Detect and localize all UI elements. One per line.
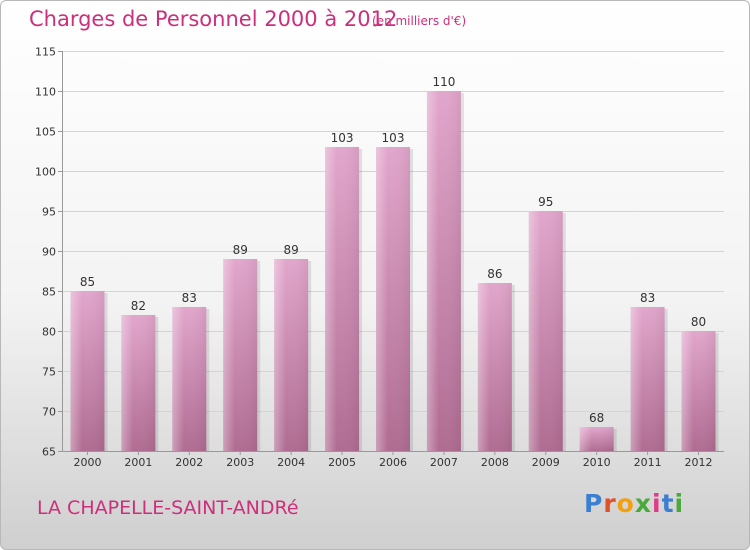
data-label: 82 bbox=[131, 299, 146, 313]
data-label: 68 bbox=[589, 411, 604, 425]
data-label: 89 bbox=[233, 243, 248, 257]
logo-letter: x bbox=[634, 489, 652, 518]
x-tick-label: 2007 bbox=[430, 456, 458, 469]
logo-letter: r bbox=[603, 489, 617, 518]
bar-highlight bbox=[426, 91, 461, 451]
axes: 65 70 75 80 85 90 95 100 105 110 115 2000 2001 2002 20… bbox=[35, 46, 724, 469]
proxiti-logo[interactable]: Proxiti bbox=[584, 489, 684, 518]
x-tick-label: 2010 bbox=[583, 456, 611, 469]
x-tick-label: 2009 bbox=[532, 456, 560, 469]
y-tick-label: 105 bbox=[35, 126, 56, 139]
data-labels: 85 82 83 89 89 103 103 110 86 95 68 83 80 bbox=[80, 75, 706, 425]
data-label: 83 bbox=[640, 291, 655, 305]
x-tick-label: 2005 bbox=[328, 456, 356, 469]
y-tick-label: 115 bbox=[35, 46, 56, 59]
data-label: 80 bbox=[691, 315, 706, 329]
data-label: 85 bbox=[80, 275, 95, 289]
y-tick-label: 65 bbox=[42, 446, 56, 459]
data-label: 95 bbox=[538, 195, 553, 209]
y-tick-label: 75 bbox=[42, 366, 56, 379]
bar-highlight bbox=[172, 307, 207, 451]
bar-highlight bbox=[681, 331, 716, 451]
chart-subtitle: (en milliers d'€) bbox=[372, 14, 467, 28]
y-tick-label: 90 bbox=[42, 246, 56, 259]
bar-highlight bbox=[121, 315, 156, 451]
data-label: 110 bbox=[432, 75, 455, 89]
x-tick-label: 2001 bbox=[124, 456, 152, 469]
bar-highlight bbox=[274, 259, 309, 451]
logo-letter: i bbox=[652, 489, 662, 518]
bars bbox=[70, 91, 719, 451]
x-tick-label: 2002 bbox=[175, 456, 203, 469]
logo-letter: o bbox=[616, 489, 635, 518]
x-tick-label: 2011 bbox=[634, 456, 662, 469]
data-label: 103 bbox=[331, 131, 354, 145]
data-label: 89 bbox=[284, 243, 299, 257]
y-tick-label: 70 bbox=[42, 406, 56, 419]
bar-highlight bbox=[376, 147, 410, 451]
x-tick-label: 2012 bbox=[685, 456, 713, 469]
x-tick-label: 2008 bbox=[481, 456, 509, 469]
bar-highlight bbox=[528, 211, 563, 451]
data-label: 83 bbox=[182, 291, 197, 305]
chart-title: Charges de Personnel 2000 à 2012 bbox=[29, 7, 398, 31]
bar-highlight bbox=[325, 147, 360, 451]
data-label: 103 bbox=[382, 131, 405, 145]
x-tick-label: 2000 bbox=[73, 456, 101, 469]
logo-letter: t bbox=[661, 489, 675, 518]
bar-highlight bbox=[477, 283, 512, 451]
bar-highlight bbox=[579, 427, 614, 451]
x-tick-label: 2004 bbox=[277, 456, 305, 469]
logo-letter: i bbox=[674, 489, 685, 518]
bar-highlight bbox=[70, 291, 105, 451]
logo-letter: P bbox=[584, 489, 604, 518]
y-tick-label: 80 bbox=[42, 326, 56, 339]
y-tick-label: 85 bbox=[42, 286, 56, 299]
y-tick-label: 100 bbox=[35, 166, 56, 179]
y-tick-label: 110 bbox=[35, 86, 56, 99]
data-label: 86 bbox=[487, 267, 502, 281]
y-tick-label: 95 bbox=[42, 206, 56, 219]
commune-name: LA CHAPELLE-SAINT-ANDRé bbox=[37, 497, 299, 519]
bar-highlight bbox=[630, 307, 665, 451]
bar-highlight bbox=[223, 259, 258, 451]
x-tick-label: 2003 bbox=[226, 456, 254, 469]
x-tick-label: 2006 bbox=[379, 456, 407, 469]
